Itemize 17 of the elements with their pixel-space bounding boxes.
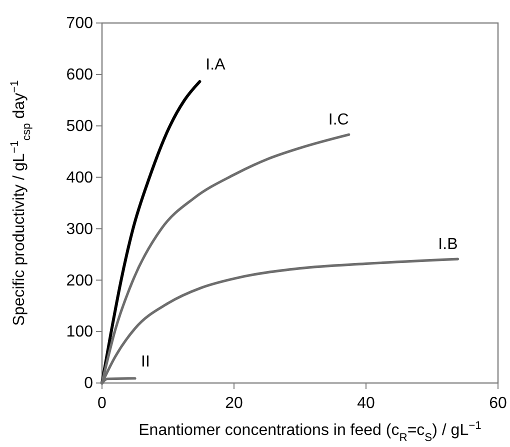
series-label: II bbox=[141, 353, 150, 370]
y-tick-label: 400 bbox=[66, 169, 94, 186]
y-tick-label: 600 bbox=[66, 66, 94, 84]
y-tick-label: 100 bbox=[66, 324, 94, 341]
x-tick-label: 40 bbox=[357, 395, 375, 412]
y-tick-label: 300 bbox=[66, 220, 94, 238]
series-label: I.B bbox=[438, 236, 458, 254]
y-tick-label: 0 bbox=[84, 375, 94, 392]
series-label: I.A bbox=[206, 56, 226, 74]
y-tick-label: 500 bbox=[66, 118, 94, 135]
x-axis-title: Enantiomer concentrations in feed (c$_{R}$=c$_{S}$) / gL$^{−1}$ bbox=[138, 420, 482, 444]
y-tick-label: 200 bbox=[66, 272, 94, 290]
x-tick-label: 60 bbox=[489, 395, 507, 412]
x-tick-label: 0 bbox=[98, 395, 107, 412]
x-tick-label: 20 bbox=[225, 395, 243, 412]
y-tick-label: 700 bbox=[66, 15, 94, 32]
series-label: I.C bbox=[328, 112, 349, 129]
